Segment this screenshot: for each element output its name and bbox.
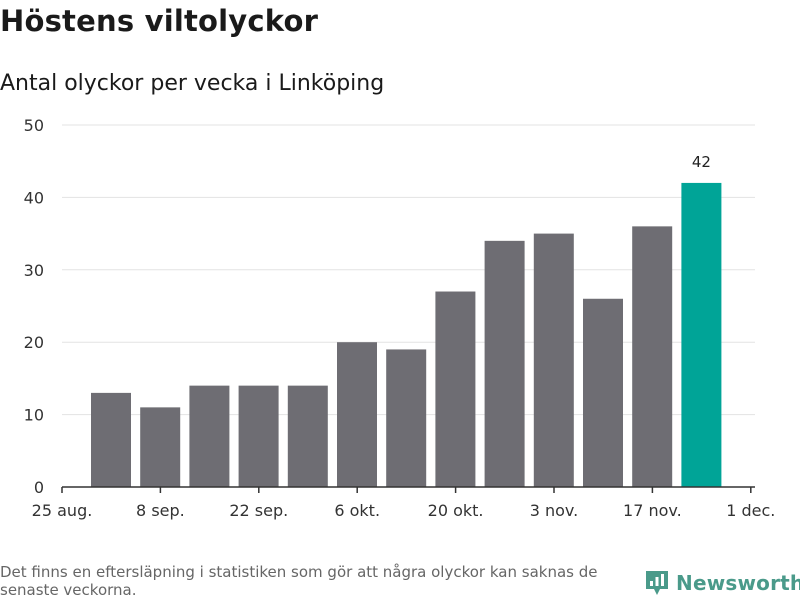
y-tick-label: 50 <box>24 116 44 135</box>
axes: 0 10 20 30 40 50 25 aug. 8 sep. 22 sep. 6 okt. 20 … <box>24 116 776 520</box>
bar <box>681 182 722 488</box>
x-tick-label: 25 aug. <box>32 501 93 520</box>
footnote: Det finns en eftersläpning i statistiken… <box>0 563 598 599</box>
bar <box>287 385 328 487</box>
y-tick-label: 40 <box>24 188 44 207</box>
bar <box>140 407 181 487</box>
data-labels: 42 <box>692 153 711 171</box>
x-tick-label: 6 okt. <box>334 501 380 520</box>
data-label: 42 <box>692 153 711 171</box>
y-tick-label: 20 <box>24 333 44 352</box>
newsworthy-logo-icon <box>646 571 668 595</box>
y-tick-label: 30 <box>24 261 44 280</box>
bar <box>583 298 623 487</box>
bar <box>632 226 673 488</box>
brand: Newsworthy <box>644 569 800 597</box>
x-tick-label: 22 sep. <box>229 501 288 520</box>
brand-name: Newsworthy <box>676 571 800 595</box>
bar-chart: 42 0 10 20 30 40 50 25 aug. 8 sep. 22 sep. 6 okt.… <box>24 116 776 520</box>
x-tick-label: 3 nov. <box>530 501 579 520</box>
y-tick-label: 10 <box>24 406 44 425</box>
x-tick-label: 20 okt. <box>428 501 484 520</box>
bar <box>533 233 574 487</box>
bars <box>91 182 722 488</box>
bar <box>484 240 525 487</box>
bar <box>386 349 427 487</box>
x-tick-label: 8 sep. <box>136 501 185 520</box>
y-tick-label: 0 <box>34 478 44 497</box>
bar <box>189 385 230 487</box>
chart-title: Höstens viltolyckor <box>0 4 319 38</box>
chart-subtitle: Antal olyckor per vecka i Linköping <box>0 71 385 96</box>
x-tick-label: 17 nov. <box>623 501 682 520</box>
x-tick-label: 1 dec. <box>726 501 775 520</box>
bar <box>337 342 377 487</box>
bar <box>91 392 131 487</box>
bar <box>435 291 476 487</box>
bar <box>238 385 279 487</box>
